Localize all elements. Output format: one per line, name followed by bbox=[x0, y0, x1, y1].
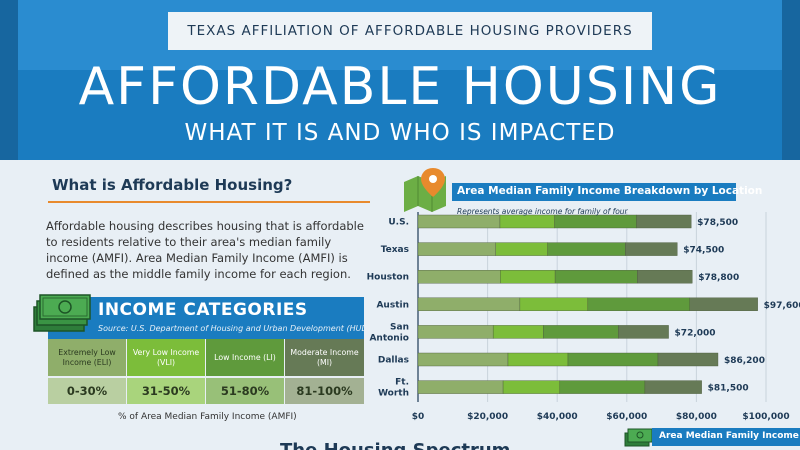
legend-money-icon bbox=[624, 428, 653, 447]
bar-segment bbox=[644, 380, 702, 394]
bar-segment bbox=[625, 242, 678, 256]
bar-segment bbox=[417, 242, 496, 256]
value-label: $81,500 bbox=[708, 384, 749, 394]
bar-segment bbox=[618, 325, 669, 339]
category-label: Austin bbox=[376, 300, 409, 310]
bar-segment bbox=[499, 214, 555, 229]
next-section-teaser: The Housing Spectrum bbox=[280, 440, 510, 450]
bar-segment bbox=[417, 352, 509, 367]
category-eli-label: Extremely Low Income (ELI) bbox=[48, 339, 126, 376]
category-label: San Antonio bbox=[369, 322, 409, 343]
chart-legend-label: Area Median Family Income bbox=[659, 431, 799, 441]
category-mi-range: 81-100% bbox=[285, 378, 364, 404]
bar-segment bbox=[689, 297, 758, 311]
bar-segment bbox=[417, 380, 504, 394]
category-eli-range: 0-30% bbox=[48, 378, 126, 404]
value-label: $74,500 bbox=[683, 246, 724, 256]
legend-band bbox=[652, 428, 800, 446]
x-tick-label: $20,000 bbox=[467, 412, 508, 422]
header-edge-left bbox=[0, 0, 18, 160]
heading-rule bbox=[48, 201, 370, 203]
x-tick-label: $40,000 bbox=[537, 412, 578, 422]
bar-segment bbox=[554, 214, 637, 229]
page-subtitle: WHAT IT IS AND WHO IS IMPACTED bbox=[184, 120, 616, 146]
category-li-range: 51-80% bbox=[206, 378, 284, 404]
income-categories-title: INCOME CATEGORIES bbox=[98, 300, 308, 320]
bar-segment bbox=[417, 325, 494, 339]
section-description: Affordable housing describes housing tha… bbox=[46, 219, 364, 281]
chart-title: Area Median Family Income Breakdown by L… bbox=[457, 185, 763, 197]
bar-segment bbox=[559, 380, 646, 394]
bar-segment bbox=[587, 297, 690, 311]
category-label: Texas bbox=[381, 245, 409, 255]
x-tick-label: $60,000 bbox=[606, 412, 647, 422]
header-edge-right bbox=[782, 0, 800, 160]
category-mi-label: Moderate Income (MI) bbox=[285, 339, 364, 376]
category-vli-label: Very Low Income (VLI) bbox=[127, 339, 205, 376]
map-pin-icon bbox=[404, 168, 446, 212]
category-label: Dallas bbox=[378, 356, 409, 366]
x-tick-label: $80,000 bbox=[676, 412, 717, 422]
bar-segment bbox=[417, 297, 521, 311]
bar-segment bbox=[543, 325, 619, 339]
bar-segment bbox=[547, 242, 626, 256]
chart-title-band bbox=[452, 183, 736, 201]
org-banner: TEXAS AFFILIATION OF AFFORDABLE HOUSING … bbox=[168, 12, 652, 50]
x-tick-label: $0 bbox=[412, 412, 425, 422]
bar-segment bbox=[554, 270, 638, 284]
x-tick-label: $100,000 bbox=[742, 412, 789, 422]
value-label: $78,500 bbox=[697, 218, 738, 228]
bar-segment bbox=[500, 270, 556, 284]
value-label: $97,600 bbox=[764, 301, 800, 311]
chart-subtitle: Represents average income for family of … bbox=[457, 207, 628, 216]
bar-segment bbox=[657, 352, 719, 367]
bar-segment bbox=[519, 297, 589, 311]
value-label: $86,200 bbox=[724, 356, 765, 366]
value-label: $72,000 bbox=[675, 328, 716, 338]
bar-segment bbox=[502, 380, 561, 394]
org-name: TEXAS AFFILIATION OF AFFORDABLE HOUSING … bbox=[187, 23, 633, 39]
bar-segment bbox=[417, 214, 501, 229]
category-label: U.S. bbox=[388, 218, 409, 228]
amfi-note: % of Area Median Family Income (AMFI) bbox=[118, 412, 297, 422]
bar-segment bbox=[417, 270, 501, 284]
bar-segment bbox=[567, 352, 659, 367]
money-stack-icon bbox=[33, 294, 91, 332]
income-categories-source: Source: U.S. Department of Housing and U… bbox=[98, 324, 371, 333]
page-title: AFFORDABLE HOUSING bbox=[78, 57, 722, 117]
bar-segment bbox=[492, 325, 544, 339]
bar-segment bbox=[507, 352, 569, 367]
section-heading: What is Affordable Housing? bbox=[52, 176, 293, 194]
value-label: $78,800 bbox=[698, 273, 739, 283]
bar-segment bbox=[637, 270, 693, 284]
category-vli-range: 31-50% bbox=[127, 378, 205, 404]
bar-segment bbox=[636, 214, 692, 229]
category-label: Ft. Worth bbox=[378, 378, 409, 399]
category-label: Houston bbox=[367, 273, 409, 283]
category-li-label: Low Income (LI) bbox=[206, 339, 284, 376]
income-categories-header bbox=[48, 297, 364, 339]
bar-segment bbox=[495, 242, 548, 256]
